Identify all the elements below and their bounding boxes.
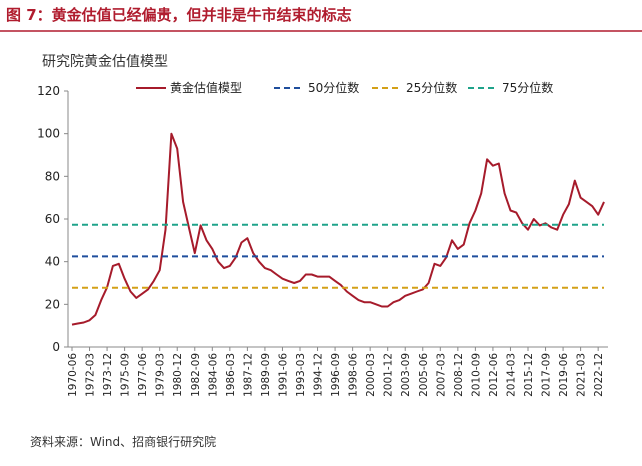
x-tick-label: 2007-03 [435,353,447,397]
chart-title: 图 7：黄金估值已经偏贵，但并非是牛市结束的标志 [6,6,352,24]
x-tick-label: 1993-03 [295,353,307,397]
x-tick-label: 1994-12 [313,353,325,397]
x-tick-label: 2015-12 [523,353,535,397]
y-tick-label: 0 [52,340,60,354]
legend-label: 75分位数 [502,80,553,95]
y-tick-label: 120 [37,84,60,98]
y-tick-label: 60 [45,212,60,226]
y-tick-label: 80 [45,169,60,183]
y-tick-label: 20 [45,297,60,311]
x-tick-label: 1973-12 [102,353,114,397]
x-tick-label: 1980-12 [172,353,184,397]
x-tick-label: 1987-12 [242,353,254,397]
x-tick-label: 2008-12 [453,353,465,397]
x-tick-label: 2010-09 [470,353,482,397]
legend-label: 黄金估值模型 [170,80,242,95]
x-tick-label: 2022-12 [593,353,605,397]
x-tick-label: 1975-09 [120,353,132,397]
x-tick-label: 2014-03 [505,353,517,397]
x-tick-label: 2003-09 [400,353,412,397]
chart-subtitle: 研究院黄金估值模型 [42,53,168,70]
x-tick-label: 1996-09 [330,353,342,397]
x-tick-label: 2017-09 [541,353,553,397]
x-tick-label: 1989-09 [260,353,272,397]
x-tick-label: 1991-06 [277,353,289,397]
x-tick-label: 1977-06 [137,353,149,397]
legend-label: 25分位数 [406,80,457,95]
x-tick-label: 1979-03 [155,353,167,397]
x-tick-label: 2000-03 [365,353,377,397]
x-tick-label: 1970-06 [67,353,79,397]
x-tick-label: 2005-06 [418,353,430,397]
source-note: 资料来源：Wind、招商银行研究院 [30,434,216,449]
y-tick-label: 40 [45,255,60,269]
x-tick-label: 2001-12 [383,353,395,397]
x-tick-label: 2019-06 [558,353,570,397]
x-tick-label: 1972-03 [85,353,97,397]
x-tick-label: 1998-06 [348,353,360,397]
x-tick-label: 1986-03 [225,353,237,397]
x-tick-label: 2021-03 [576,353,588,397]
x-tick-label: 1982-09 [190,353,202,397]
data-line [71,132,605,326]
y-tick-label: 100 [37,127,60,141]
legend-label: 50分位数 [308,80,359,95]
x-tick-label: 2012-06 [488,353,500,397]
x-tick-label: 1984-06 [207,353,219,397]
